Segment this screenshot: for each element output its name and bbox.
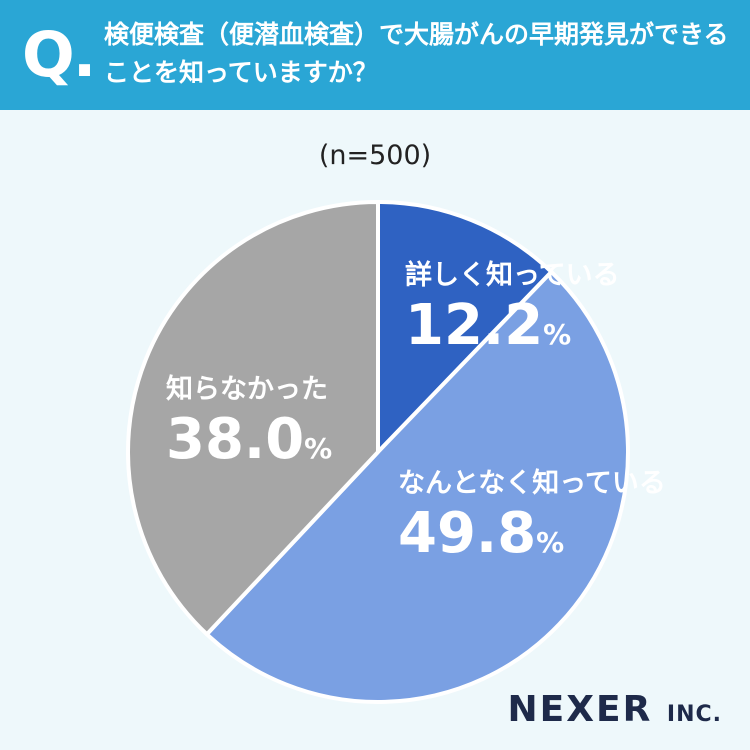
slice-unit-vague: %: [536, 526, 565, 559]
pie-slice-vague: [204, 269, 630, 704]
q-mark: Q.: [22, 18, 96, 91]
slice-label-detailed: 詳しく知っている 12.2%: [405, 258, 620, 367]
slice-value-detailed: 12.2: [405, 293, 544, 358]
slice-label-vague: なんとなく知っている 49.8%: [398, 466, 666, 575]
question-banner: Q. 検便検査（便潜血検査）で大腸がんの早期発見ができることを知っていますか？: [0, 0, 750, 110]
sample-size: (n=500): [318, 140, 432, 171]
slice-value-vague: 49.8: [398, 501, 537, 566]
slice-unit-unaware: %: [304, 432, 333, 465]
slice-name-detailed: 詳しく知っている: [405, 260, 620, 291]
slice-name-vague: なんとなく知っている: [398, 468, 666, 499]
slice-unit-detailed: %: [543, 318, 572, 351]
question-text: 検便検査（便潜血検査）で大腸がんの早期発見ができることを知っていますか？: [104, 20, 729, 87]
logo-main: NEXER: [507, 689, 653, 730]
pie-slice-detailed: [376, 200, 554, 454]
slice-name-unaware: 知らなかった: [166, 374, 328, 405]
logo-suffix: INC.: [666, 702, 722, 727]
slice-label-unaware: 知らなかった 38.0%: [166, 372, 332, 481]
slice-value-unaware: 38.0: [166, 407, 305, 472]
nexer-logo: NEXER INC.: [508, 689, 722, 730]
pie-slice-unaware: [126, 200, 380, 637]
